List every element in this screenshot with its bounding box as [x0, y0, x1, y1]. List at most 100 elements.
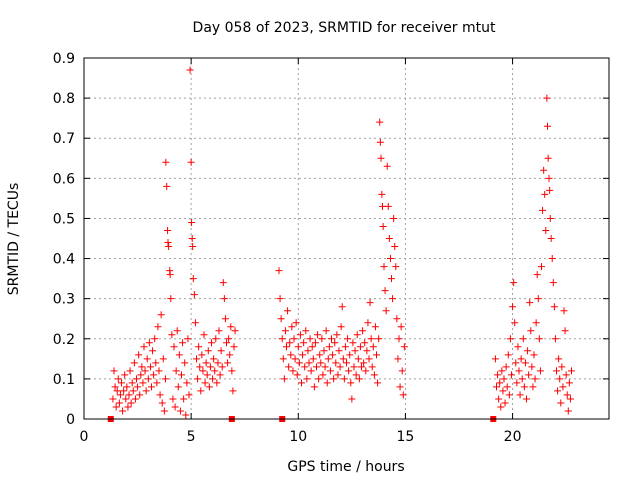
data-point — [521, 359, 529, 367]
data-point — [531, 375, 539, 383]
data-point — [513, 379, 521, 387]
plot-frame — [83, 57, 610, 420]
data-point — [533, 271, 541, 279]
data-point — [559, 383, 567, 391]
data-point — [320, 347, 328, 355]
data-point — [198, 351, 206, 359]
data-point — [321, 363, 329, 371]
data-point — [384, 202, 392, 210]
data-point — [290, 335, 298, 343]
chart-title: Day 058 of 2023, SRMTID for receiver mtu… — [193, 20, 496, 36]
data-point — [191, 319, 199, 327]
data-point — [218, 363, 226, 371]
data-point — [323, 379, 331, 387]
data-point — [544, 122, 551, 130]
data-point — [295, 359, 303, 367]
data-point — [538, 263, 545, 271]
data-point — [524, 347, 532, 355]
data-point — [122, 395, 130, 403]
data-point — [228, 367, 236, 375]
data-point — [148, 383, 155, 391]
y-tick-label: 0.6 — [53, 171, 75, 187]
data-point — [209, 375, 217, 383]
data-point — [528, 363, 536, 371]
data-point — [225, 335, 233, 343]
data-point — [340, 375, 348, 383]
y-tick-label: 0.3 — [53, 292, 75, 308]
data-point — [516, 391, 524, 399]
data-point — [276, 295, 284, 303]
data-point — [309, 355, 317, 363]
data-point — [214, 359, 222, 367]
data-point — [221, 315, 229, 323]
data-point — [544, 154, 552, 162]
data-point — [378, 190, 386, 198]
data-point — [565, 379, 573, 387]
data-point — [517, 355, 525, 363]
data-point — [217, 347, 225, 355]
data-point — [116, 391, 124, 399]
data-point — [289, 367, 297, 375]
data-point — [180, 395, 188, 403]
data-point — [279, 355, 287, 363]
data-point — [163, 182, 171, 190]
data-point — [529, 383, 537, 391]
data-point — [306, 335, 314, 343]
data-point — [560, 307, 568, 315]
data-point — [123, 383, 131, 391]
x-tick-label: 0 — [80, 429, 89, 445]
data-point — [511, 319, 519, 327]
data-point — [497, 403, 505, 411]
data-point — [518, 375, 526, 383]
data-point — [501, 399, 509, 407]
data-point — [548, 255, 556, 263]
data-point — [325, 343, 333, 351]
data-point — [332, 359, 340, 367]
data-point — [535, 335, 543, 343]
data-point — [397, 323, 405, 331]
data-point — [381, 287, 389, 295]
data-point — [291, 355, 299, 363]
data-point — [230, 343, 238, 351]
data-point — [212, 335, 220, 343]
data-point — [491, 355, 499, 363]
data-point — [135, 351, 143, 359]
data-point — [298, 379, 305, 387]
data-point — [125, 391, 133, 399]
data-point — [345, 367, 353, 375]
data-point — [183, 379, 191, 387]
data-point — [368, 363, 376, 371]
data-point — [275, 267, 283, 275]
data-point — [336, 363, 344, 371]
data-point — [375, 335, 383, 343]
data-point — [133, 375, 140, 383]
data-point — [121, 371, 129, 379]
data-point — [175, 351, 183, 359]
data-point — [392, 263, 400, 271]
data-point — [562, 371, 570, 379]
data-point — [390, 214, 398, 222]
data-point — [220, 295, 228, 303]
data-point — [285, 363, 293, 371]
data-point — [388, 275, 395, 283]
data-point — [542, 226, 550, 234]
data-point — [350, 363, 358, 371]
data-point — [193, 355, 200, 363]
data-point — [366, 299, 374, 307]
data-point — [128, 379, 136, 387]
data-point — [216, 371, 224, 379]
data-point — [322, 327, 330, 335]
data-point — [114, 375, 122, 383]
data-point — [514, 343, 522, 351]
y-tick-label: 0.8 — [53, 91, 75, 107]
data-point — [182, 411, 190, 419]
data-point — [157, 311, 165, 319]
x-tick-label: 10 — [289, 429, 307, 445]
data-point — [343, 359, 350, 367]
data-point — [112, 403, 120, 411]
data-point — [515, 367, 523, 375]
data-point — [496, 379, 504, 387]
y-tick-label: 0.5 — [53, 211, 75, 227]
data-point — [202, 359, 210, 367]
data-point — [194, 375, 202, 383]
